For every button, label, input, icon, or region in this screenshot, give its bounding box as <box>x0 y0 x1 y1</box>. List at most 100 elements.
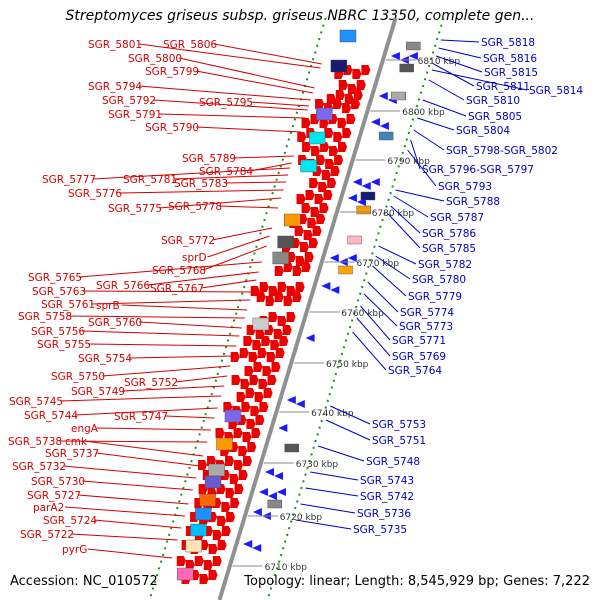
forward-gene-arrow <box>324 128 334 138</box>
left-gene-label: SGR_5791 <box>108 109 162 121</box>
left-leader-line <box>102 365 231 377</box>
right-leader-line <box>367 281 399 313</box>
forward-gene-arrow <box>238 446 248 456</box>
forward-gene-arrow <box>246 419 256 429</box>
gene-block <box>224 409 242 423</box>
right-gene-label: SGR_5780 <box>412 274 466 286</box>
forward-gene-arrow <box>361 65 371 75</box>
right-gene-label: SGR_5814 <box>529 85 583 97</box>
right-gene-label: SGR_5815 <box>484 67 538 79</box>
left-leader-line <box>219 205 279 209</box>
forward-gene-arrow <box>270 340 280 350</box>
gene-block <box>360 191 376 201</box>
right-gene-label: SGR_5804 <box>456 125 510 137</box>
forward-gene-arrow <box>265 296 275 306</box>
forward-gene-arrow <box>295 282 305 292</box>
right-leader-line <box>438 47 482 59</box>
forward-gene-arrow <box>302 142 312 152</box>
forward-gene-arrow <box>346 114 356 124</box>
right-leader-line <box>417 117 455 131</box>
right-gene-label: SGR_5774 <box>400 307 454 319</box>
scale-label: 6790 kbp <box>387 157 430 167</box>
left-gene-label: SGR_5744 <box>24 410 78 422</box>
right-gene-label: SGR_5796-SGR_5797 <box>422 164 534 176</box>
left-gene-label: SGR_5732 <box>12 461 66 473</box>
right-gene-label: SGR_5810 <box>466 95 520 107</box>
right-gene-label: SGR_5798-SGR_5802 <box>446 145 558 157</box>
gene-block <box>199 493 216 507</box>
forward-gene-arrow <box>199 540 209 550</box>
left-gene-label: SGR_5738 <box>8 436 62 448</box>
forward-gene-arrow <box>208 570 218 580</box>
right-gene-label: SGR_5748 <box>366 456 420 468</box>
left-gene-label: SGR_5792 <box>102 95 156 107</box>
forward-gene-arrow <box>342 128 352 138</box>
reverse-gene-arrow <box>379 122 389 130</box>
right-gene-label: SGR_5735 <box>353 524 407 536</box>
left-gene-label: SGR_5778 <box>168 201 222 213</box>
forward-gene-arrow <box>309 238 319 248</box>
left-leader-line <box>122 385 225 392</box>
left-leader-line <box>159 197 282 209</box>
right-gene-label: SGR_5773 <box>399 321 453 333</box>
forward-gene-arrow <box>319 203 329 213</box>
forward-gene-arrow <box>338 80 348 90</box>
forward-gene-arrow <box>234 484 244 494</box>
right-leader-line <box>295 519 352 530</box>
gene-block <box>272 251 289 265</box>
forward-gene-arrow <box>249 375 259 385</box>
left-gene-label: SGR_5801 <box>88 39 142 51</box>
forward-gene-arrow <box>286 252 296 262</box>
forward-gene-arrow <box>282 325 292 335</box>
left-gene-label: SGR_5730 <box>31 476 85 488</box>
forward-gene-arrow <box>286 312 296 322</box>
forward-gene-arrow <box>259 282 269 292</box>
left-gene-label: SGR_5749 <box>71 386 125 398</box>
reverse-gene-arrow <box>305 334 315 342</box>
forward-gene-arrow <box>351 99 361 109</box>
map-title: Streptomyces griseus subsp. griseus NBRC… <box>65 8 535 24</box>
right-gene-label: SGR_5743 <box>360 475 414 487</box>
left-gene-label: SGR_5794 <box>88 81 142 93</box>
forward-gene-arrow <box>253 362 263 372</box>
forward-gene-arrow <box>230 352 240 362</box>
right-gene-label: SGR_5764 <box>388 365 442 377</box>
forward-gene-arrow <box>320 142 330 152</box>
forward-gene-arrow <box>221 502 231 512</box>
forward-gene-arrow <box>298 214 308 224</box>
forward-gene-arrow <box>323 190 333 200</box>
right-leader-line <box>395 189 445 202</box>
forward-gene-arrow <box>207 456 217 466</box>
reverse-gene-arrow <box>274 472 284 480</box>
forward-gene-arrow <box>261 336 271 346</box>
forward-gene-arrow <box>223 402 233 412</box>
left-leader-line <box>71 533 178 541</box>
gene-block <box>216 437 233 451</box>
forward-gene-arrow <box>353 90 363 100</box>
reverse-gene-arrow <box>258 488 268 496</box>
forward-gene-arrow <box>303 230 313 240</box>
scale-label: 6810 kbp <box>418 57 461 67</box>
forward-gene-arrow <box>292 292 302 302</box>
left-leader-line <box>233 155 294 159</box>
forward-gene-arrow <box>266 352 276 362</box>
left-leader-line <box>165 415 215 419</box>
forward-gene-arrow <box>304 252 314 262</box>
left-gene-label: SGR_5776 <box>68 188 122 200</box>
forward-gene-arrow <box>259 402 269 412</box>
left-gene-label: SGR_5789 <box>182 153 236 165</box>
reverse-gene-arrow <box>378 92 388 100</box>
left-leader-line <box>201 279 257 289</box>
left-leader-line <box>212 227 273 241</box>
feature-layer <box>176 29 421 584</box>
reverse-gene-arrow <box>330 286 340 294</box>
forward-gene-arrow <box>333 99 343 109</box>
left-gene-label: SGR_5754 <box>78 353 132 365</box>
right-gene-label: SGR_5788 <box>446 196 500 208</box>
reverse-gene-arrow <box>286 396 296 404</box>
forward-gene-arrow <box>319 118 329 128</box>
right-gene-label: SGR_5769 <box>392 351 446 363</box>
forward-gene-arrow <box>309 178 319 188</box>
forward-gene-arrow <box>256 292 266 302</box>
forward-gene-arrow <box>307 218 317 228</box>
